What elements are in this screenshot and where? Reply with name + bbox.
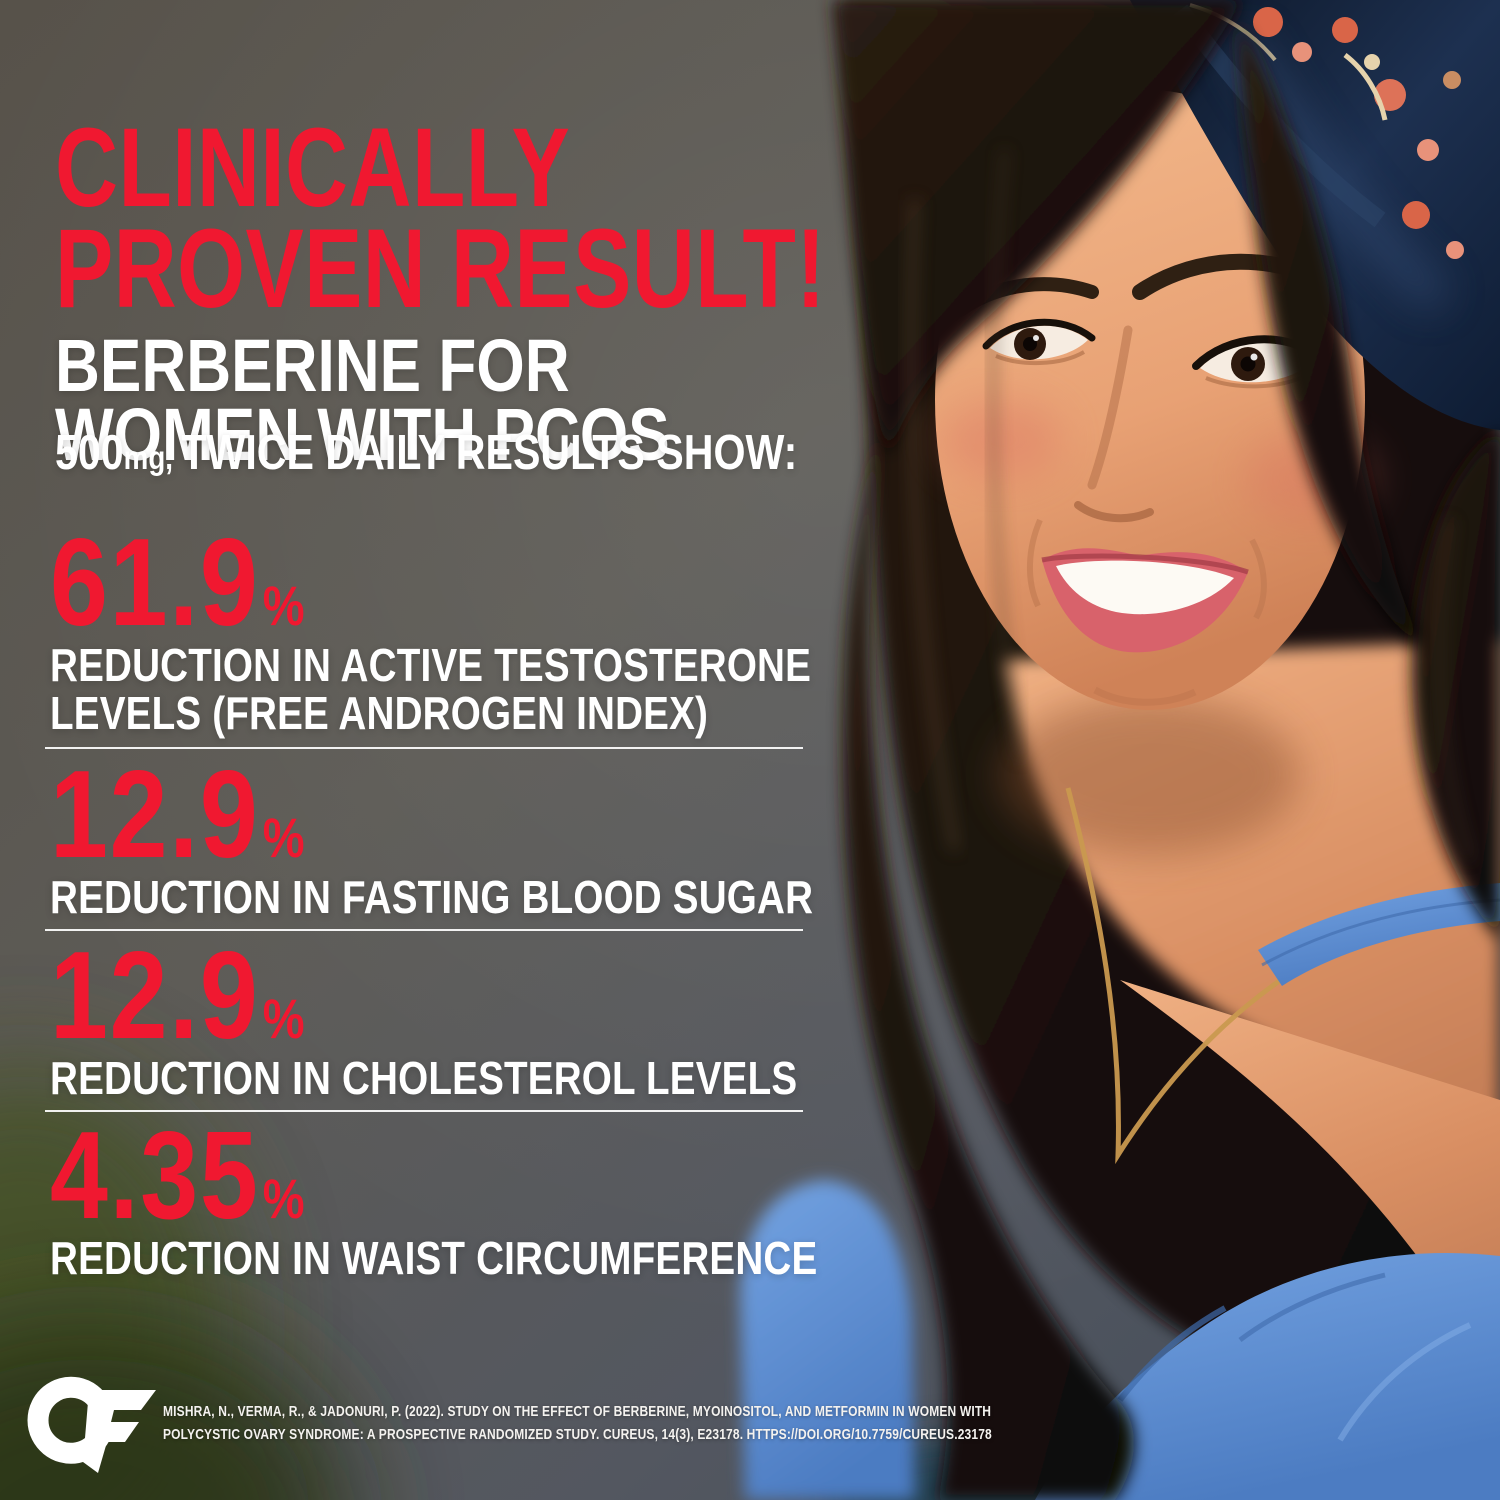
stat-cholesterol: 12.9% REDUCTION IN CHOLESTEROL LEVELS bbox=[50, 927, 844, 1104]
stat-label: REDUCTION IN CHOLESTEROL LEVELS bbox=[50, 1051, 798, 1104]
percent-sign: % bbox=[262, 806, 305, 869]
stat-label: REDUCTION IN ACTIVE TESTOSTERONE LEVELS … bbox=[50, 638, 812, 740]
subheadline: BERBERINE FOR WOMEN WITH PCOS bbox=[55, 324, 670, 477]
divider bbox=[45, 1110, 803, 1112]
stat-value: 12.9% bbox=[50, 746, 305, 884]
stat-waist: 4.35% REDUCTION IN WAIST CIRCUMFERENCE bbox=[50, 1107, 844, 1284]
headband-flowers bbox=[1189, 3, 1464, 259]
headline: CLINICALLY PROVEN RESULT! bbox=[55, 105, 826, 331]
headline-line-1: CLINICALLY bbox=[55, 105, 571, 231]
percent-sign: % bbox=[262, 1167, 305, 1230]
dosage-line: 500mg, TWICE DAILY RESULTS SHOW: bbox=[55, 425, 797, 481]
stat-testosterone: 61.9% REDUCTION IN ACTIVE TESTOSTERONE L… bbox=[50, 514, 844, 740]
dosage-unit: mg, bbox=[123, 439, 173, 476]
subheadline-line-2: WOMEN WITH PCOS bbox=[55, 393, 670, 477]
headline-line-2: PROVEN RESULT! bbox=[55, 205, 826, 331]
stat-label: REDUCTION IN FASTING BLOOD SUGAR bbox=[50, 870, 814, 923]
stat-value: 61.9% bbox=[50, 514, 305, 652]
subheadline-line-1: BERBERINE FOR bbox=[55, 324, 570, 408]
citation-line-2: POLYCYSTIC OVARY SYNDROME: A PROSPECTIVE… bbox=[163, 1426, 992, 1444]
percent-sign: % bbox=[262, 574, 305, 637]
dosage-text: TWICE DAILY RESULTS SHOW: bbox=[181, 426, 798, 480]
percent-sign: % bbox=[262, 987, 305, 1050]
cf-logo-icon bbox=[27, 1376, 156, 1473]
study-citation: MISHRA, N., VERMA, R., & JADONURI, P. (2… bbox=[163, 1400, 992, 1447]
divider bbox=[45, 747, 803, 749]
stat-blood-sugar: 12.9% REDUCTION IN FASTING BLOOD SUGAR bbox=[50, 746, 844, 923]
divider bbox=[45, 929, 803, 931]
cf-logo: CF bbox=[26, 1366, 156, 1478]
dosage-amount: 500 bbox=[55, 426, 124, 480]
stat-label: REDUCTION IN WAIST CIRCUMFERENCE bbox=[50, 1231, 818, 1284]
stat-value: 12.9% bbox=[50, 927, 305, 1065]
citation-line-1: MISHRA, N., VERMA, R., & JADONURI, P. (2… bbox=[163, 1403, 992, 1420]
stat-value: 4.35% bbox=[50, 1107, 305, 1245]
